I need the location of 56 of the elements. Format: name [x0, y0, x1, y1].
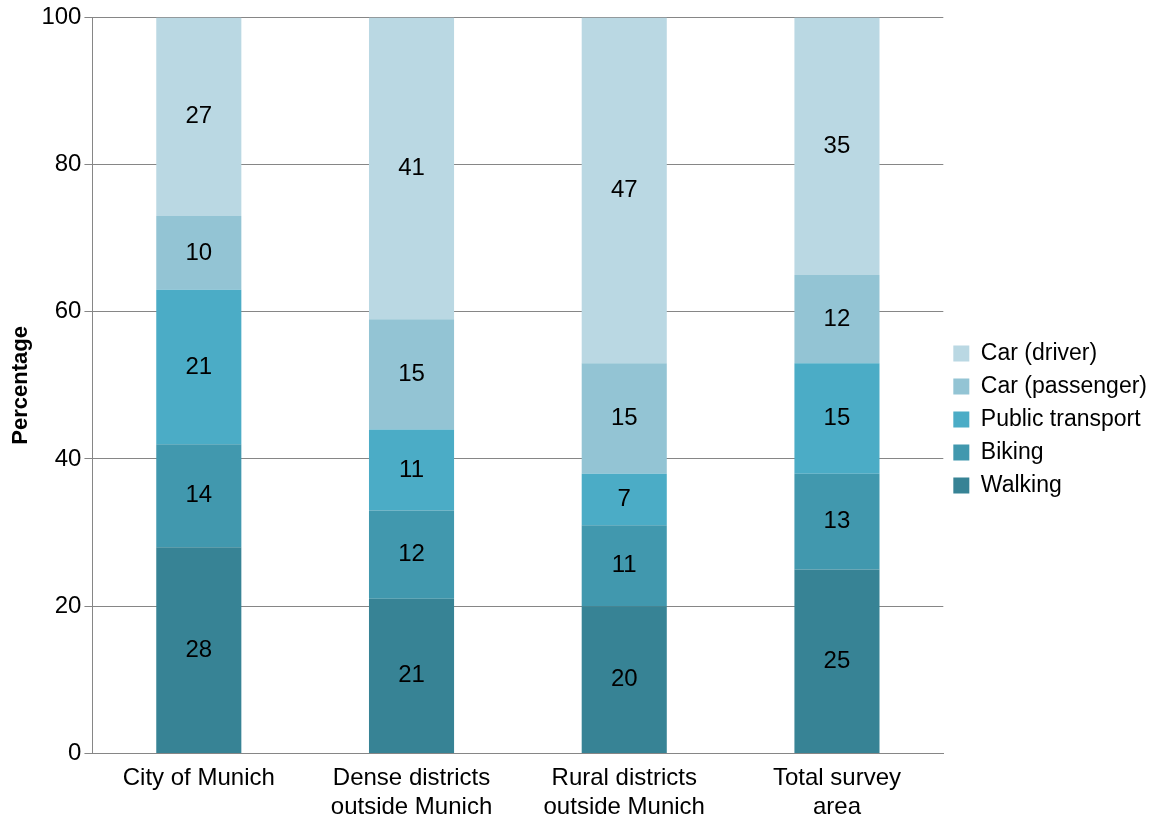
- bar: [581, 525, 667, 607]
- bar: [368, 17, 455, 320]
- bar: [794, 275, 880, 364]
- data-label: 25: [823, 645, 851, 673]
- bar: [794, 569, 880, 753]
- data-label: 47: [610, 174, 638, 202]
- data-label: 21: [185, 351, 213, 379]
- data-label: 15: [398, 358, 425, 386]
- data-label: 11: [611, 550, 637, 578]
- bar: [156, 547, 242, 753]
- bar: [156, 17, 242, 217]
- bar: [581, 17, 667, 364]
- data-label: 15: [610, 403, 638, 431]
- data-label: 20: [610, 664, 638, 692]
- bar: [156, 444, 242, 548]
- data-label: 21: [398, 660, 425, 688]
- bar: [368, 510, 455, 599]
- bar: [156, 216, 242, 290]
- data-label: 14: [185, 480, 213, 508]
- data-label: 27: [185, 101, 213, 129]
- bar: [581, 363, 667, 474]
- data-label: 10: [185, 237, 213, 265]
- y-tick-label: 80: [54, 149, 82, 177]
- x-tick-label: City of Munich: [122, 763, 275, 791]
- x-tick-label: Rural districts outside Munich: [543, 763, 705, 820]
- y-tick-label: 100: [41, 2, 82, 30]
- bar: [581, 473, 667, 526]
- data-label: 15: [823, 403, 851, 431]
- y-tick-label: 20: [54, 590, 82, 618]
- bar: [794, 473, 880, 570]
- y-tick-label: 60: [54, 296, 82, 324]
- bar: [794, 363, 880, 474]
- bar: [794, 17, 880, 275]
- x-tick-label: Total survey area: [772, 763, 901, 820]
- data-label: 41: [398, 152, 425, 180]
- data-label: 11: [399, 454, 424, 482]
- bar: [368, 429, 455, 511]
- legend-label: Car (passenger): [980, 371, 1148, 398]
- data-label: 12: [398, 539, 425, 567]
- y-axis-title: Percentage: [7, 326, 33, 445]
- y-tick-label: 40: [54, 443, 82, 471]
- legend-label: Walking: [980, 470, 1062, 497]
- data-label: 35: [823, 130, 851, 158]
- bar: [368, 598, 455, 753]
- legend-label: Public transport: [980, 404, 1142, 431]
- y-tick-label: 0: [68, 738, 82, 766]
- x-tick-label: Dense districts outside Munich: [330, 763, 493, 820]
- legend-label: Car (driver): [980, 338, 1098, 365]
- data-label: 7: [617, 484, 631, 512]
- bar: [368, 319, 455, 430]
- data-label: 12: [823, 303, 851, 331]
- data-label: 13: [823, 506, 851, 534]
- bar: [156, 289, 242, 445]
- legend-label: Biking: [980, 437, 1044, 464]
- bar: [581, 606, 667, 753]
- data-label: 28: [185, 634, 213, 662]
